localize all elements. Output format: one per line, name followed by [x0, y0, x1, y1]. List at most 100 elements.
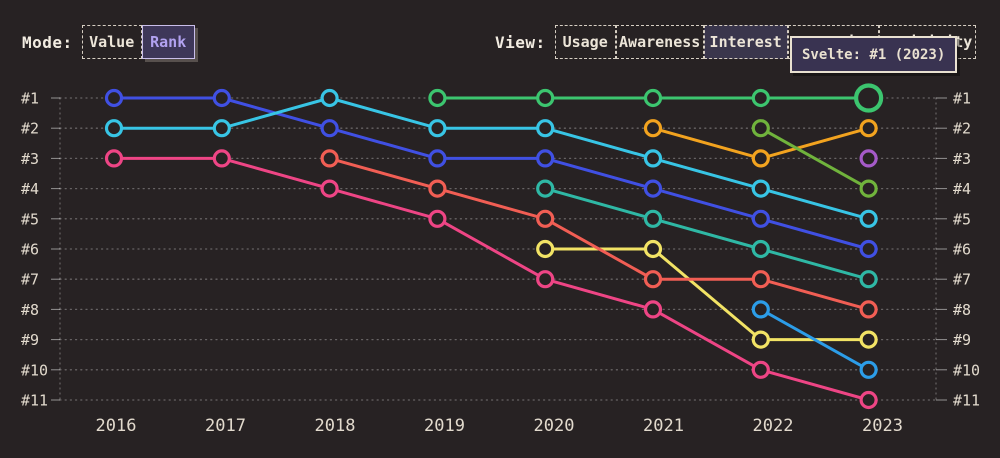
series-line[interactable]	[112, 156, 871, 402]
view-usage-button[interactable]: Usage	[554, 25, 616, 59]
series-lime[interactable]	[751, 119, 878, 198]
data-point[interactable]	[751, 360, 770, 379]
x-tick-label: 2017	[205, 416, 246, 436]
series-teal[interactable]	[536, 179, 878, 289]
data-point[interactable]	[859, 179, 878, 198]
data-point[interactable]	[643, 239, 663, 259]
data-point[interactable]	[320, 88, 339, 108]
data-point[interactable]	[751, 270, 770, 289]
y-tick-label-right: #10	[953, 361, 980, 379]
data-point[interactable]	[428, 88, 447, 108]
x-tick-label: 2019	[424, 416, 465, 436]
data-point[interactable]	[859, 119, 878, 138]
data-point[interactable]	[643, 179, 663, 198]
data-point[interactable]	[320, 149, 339, 168]
data-point[interactable]	[643, 300, 663, 319]
view-awareness-button[interactable]: Awareness	[615, 25, 704, 59]
series-purple[interactable]	[859, 149, 878, 168]
data-point[interactable]	[643, 270, 663, 289]
view-interest-button[interactable]: Interest	[703, 25, 788, 59]
series-line[interactable]	[759, 126, 871, 191]
x-tick-label: 2020	[534, 416, 575, 436]
series-amber[interactable]	[643, 119, 878, 168]
data-point[interactable]	[536, 119, 555, 138]
series-line[interactable]	[759, 307, 871, 372]
data-point[interactable]	[536, 179, 555, 198]
data-point[interactable]	[859, 360, 878, 379]
y-tick-label-right: #8	[953, 301, 971, 319]
y-tick-label-left: #4	[21, 180, 39, 198]
y-tick-label-left: #5	[21, 210, 39, 228]
data-point[interactable]	[536, 239, 555, 259]
data-point[interactable]	[751, 300, 770, 319]
data-point[interactable]	[643, 88, 663, 108]
data-point[interactable]	[104, 119, 124, 138]
y-tick-label-left: #9	[21, 331, 39, 349]
data-point[interactable]	[751, 149, 770, 168]
data-point[interactable]	[536, 209, 555, 228]
data-point[interactable]	[212, 119, 231, 138]
mode-label: Mode:	[22, 32, 73, 52]
y-tick-label-left: #8	[21, 301, 39, 319]
data-point[interactable]	[104, 88, 124, 108]
series-pink[interactable]	[104, 149, 878, 410]
y-tick-label-right: #7	[953, 271, 971, 289]
y-tick-label-right: #5	[953, 210, 971, 228]
data-point[interactable]	[212, 88, 231, 108]
data-point[interactable]	[212, 149, 231, 168]
mode-rank-button[interactable]: Rank	[141, 25, 195, 59]
series-Svelte[interactable]	[428, 83, 884, 113]
data-point[interactable]	[536, 270, 555, 289]
data-point[interactable]	[643, 149, 663, 168]
data-point[interactable]	[320, 119, 339, 138]
data-point[interactable]	[859, 330, 878, 349]
data-point[interactable]	[536, 88, 555, 108]
data-point-highlighted[interactable]	[853, 83, 884, 113]
series-line[interactable]	[112, 96, 871, 251]
data-point[interactable]	[751, 239, 770, 259]
data-point[interactable]	[751, 179, 770, 198]
data-point[interactable]	[859, 209, 878, 228]
data-point[interactable]	[859, 300, 878, 319]
data-point[interactable]	[859, 239, 878, 259]
data-point[interactable]	[428, 149, 447, 168]
data-point[interactable]	[859, 390, 878, 410]
series-blue[interactable]	[104, 88, 878, 259]
series-sky-blue[interactable]	[751, 300, 878, 379]
data-point[interactable]	[751, 88, 770, 108]
data-point[interactable]	[320, 179, 339, 198]
x-tick-label: 2022	[753, 416, 794, 436]
y-tick-label-right: #1	[953, 90, 971, 108]
y-tick-label-right: #3	[953, 150, 971, 168]
data-point[interactable]	[643, 119, 663, 138]
view-label: View:	[495, 32, 546, 52]
data-point[interactable]	[428, 209, 447, 228]
y-tick-label-left: #11	[21, 392, 48, 410]
data-point[interactable]	[751, 209, 770, 228]
series-line[interactable]	[543, 187, 871, 281]
data-point[interactable]	[859, 270, 878, 289]
y-tick-label-left: #1	[21, 90, 39, 108]
y-tick-label-left: #2	[21, 120, 39, 138]
data-point[interactable]	[859, 149, 878, 168]
y-tick-label-left: #10	[21, 361, 48, 379]
data-point[interactable]	[536, 149, 555, 168]
x-tick-label: 2023	[862, 416, 903, 436]
tooltip: Svelte: #1 (2023)	[790, 36, 958, 73]
series-yellow[interactable]	[536, 239, 878, 349]
data-point[interactable]	[428, 179, 447, 198]
data-point[interactable]	[751, 330, 770, 349]
y-tick-label-left: #7	[21, 271, 39, 289]
y-tick-label-right: #11	[953, 392, 980, 410]
data-point[interactable]	[643, 209, 663, 228]
data-point[interactable]	[428, 119, 447, 138]
series-line[interactable]	[112, 96, 871, 221]
series-line[interactable]	[328, 156, 871, 311]
data-point[interactable]	[104, 149, 124, 168]
data-point[interactable]	[751, 119, 770, 138]
series-cyan[interactable]	[104, 88, 878, 228]
mode-value-button[interactable]: Value	[81, 25, 142, 59]
series-salmon[interactable]	[320, 149, 878, 319]
y-tick-label-right: #2	[953, 120, 971, 138]
